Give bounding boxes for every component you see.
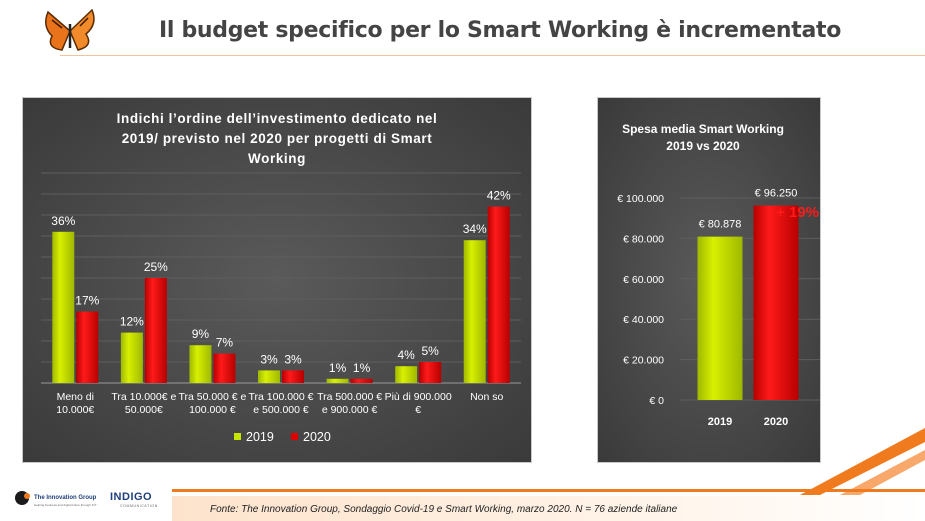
chart1-x-tick-label: Meno di <box>57 391 94 403</box>
data-label-2020-2: 7% <box>216 336 234 350</box>
chart2-title-line: Spesa media Smart Working <box>622 122 784 136</box>
chart1-x-tick-label: 100.000 € <box>189 404 236 416</box>
data-label-2020-1: 25% <box>144 260 168 274</box>
decorative-stripes <box>800 428 925 495</box>
bar-2020-3 <box>282 370 304 383</box>
chart2-title-line: 2019 vs 2020 <box>666 139 740 153</box>
value-label-2019: € 80.878 <box>699 219 742 231</box>
chart1-x-tick-label: Non so <box>470 391 503 403</box>
chart1-x-tick-label: 10.000€ <box>56 404 94 416</box>
chart1-x-tick-label: Più di 900.000 <box>385 391 452 403</box>
legend-label-2020: 2020 <box>303 430 331 444</box>
chart1-x-tick-label: Tra 50.000 € e <box>178 391 246 403</box>
innovation-group-logo: The Innovation Group Helping business an… <box>10 487 105 518</box>
logo2-sub: COMMUNICATION <box>120 504 158 508</box>
legend-swatch-2020 <box>291 433 298 440</box>
data-label-2019-1: 12% <box>120 315 144 329</box>
chart1-x-tick-label: e 500.000 € <box>253 404 309 416</box>
bar-2020-0 <box>76 311 99 383</box>
footer-bar <box>172 496 925 521</box>
chart1-title-line: Working <box>248 151 306 166</box>
chart2-y-tick-label: € 20.000 <box>623 355 664 367</box>
legend-label-2019: 2019 <box>246 430 274 444</box>
title-divider <box>60 55 925 56</box>
chart1-x-tick-label: e 900.000 € <box>322 404 378 416</box>
logo1-tagline: Helping business and digital future thro… <box>34 503 97 507</box>
investment-chart-panel: Indichi l’ordine dell’investimento dedic… <box>22 97 532 463</box>
bar-2020-6 <box>487 206 510 383</box>
bar-2020-2 <box>213 353 236 383</box>
data-label-2019-4: 1% <box>329 361 347 375</box>
investment-bar-chart: Indichi l’ordine dell’investimento dedic… <box>41 111 521 444</box>
data-label-2020-6: 42% <box>487 189 511 203</box>
growth-annotation: + 19% <box>776 204 819 221</box>
legend-swatch-2019 <box>234 433 241 440</box>
chart1-x-tick-label: Tra 500.000 € <box>317 391 382 403</box>
bar-2019-5 <box>395 366 418 383</box>
data-label-2019-0: 36% <box>51 214 75 228</box>
bar-2020-4 <box>350 378 373 383</box>
chart2-y-tick-label: € 0 <box>649 395 664 407</box>
data-label-2020-3: 3% <box>284 352 302 366</box>
chart1-x-tick-label: Tra 100.000 € <box>249 391 314 403</box>
chart1-title-line: 2019/ previsto nel 2020 per progetti di … <box>122 131 433 146</box>
bar-2019-6 <box>463 240 486 383</box>
indigo-logo: INDIGO COMMUNICATION <box>108 486 168 517</box>
page-title: Il budget specifico per lo Smart Working… <box>158 18 842 43</box>
data-label-2019-3: 3% <box>260 352 278 366</box>
bar-2019-0 <box>52 231 75 383</box>
bar-2019-2 <box>189 345 212 383</box>
average-spend-bar-chart: Spesa media Smart Working 2019 vs 2020 € 0… <box>617 122 820 428</box>
bar-2020-1 <box>144 278 167 383</box>
data-label-2020-4: 1% <box>353 361 371 375</box>
chart2-x-tick-label: 2019 <box>708 416 732 428</box>
chart2-x-tick-label: 2020 <box>764 416 788 428</box>
bar-2019-3 <box>258 370 280 383</box>
average-spend-chart-panel: Spesa media Smart Working 2019 vs 2020 € 0… <box>597 97 821 463</box>
value-label-2020: € 96.250 <box>755 188 798 200</box>
footer-divider <box>172 489 925 492</box>
chart2-y-tick-label: € 40.000 <box>623 314 664 326</box>
butterfly-logo <box>45 8 95 51</box>
chart1-title-line: Indichi l’ordine dell’investimento dedic… <box>117 111 438 126</box>
chart2-y-tick-label: € 100.000 <box>617 193 664 205</box>
bar-2019 <box>697 236 743 400</box>
data-label-2019-6: 34% <box>463 222 487 236</box>
logo1-text: The Innovation Group <box>34 495 97 501</box>
bar-2020-5 <box>419 362 442 383</box>
data-label-2019-2: 9% <box>192 327 210 341</box>
source-note: Fonte: The Innovation Group, Sondaggio C… <box>210 504 678 515</box>
data-label-2020-5: 5% <box>421 344 439 358</box>
chart1-x-tick-label: € <box>415 404 421 416</box>
logo2-text: INDIGO <box>110 491 152 503</box>
bar-2020 <box>753 205 799 400</box>
chart1-x-tick-label: 50.000€ <box>125 404 163 416</box>
bar-2019-1 <box>120 332 143 383</box>
chart2-y-tick-label: € 60.000 <box>623 274 664 286</box>
chart1-x-tick-label: Tra 10.000€ e <box>111 391 176 403</box>
data-label-2020-0: 17% <box>75 294 99 308</box>
data-label-2019-5: 4% <box>397 348 415 362</box>
chart2-y-tick-label: € 80.000 <box>623 233 664 245</box>
bar-2019-4 <box>326 378 349 383</box>
